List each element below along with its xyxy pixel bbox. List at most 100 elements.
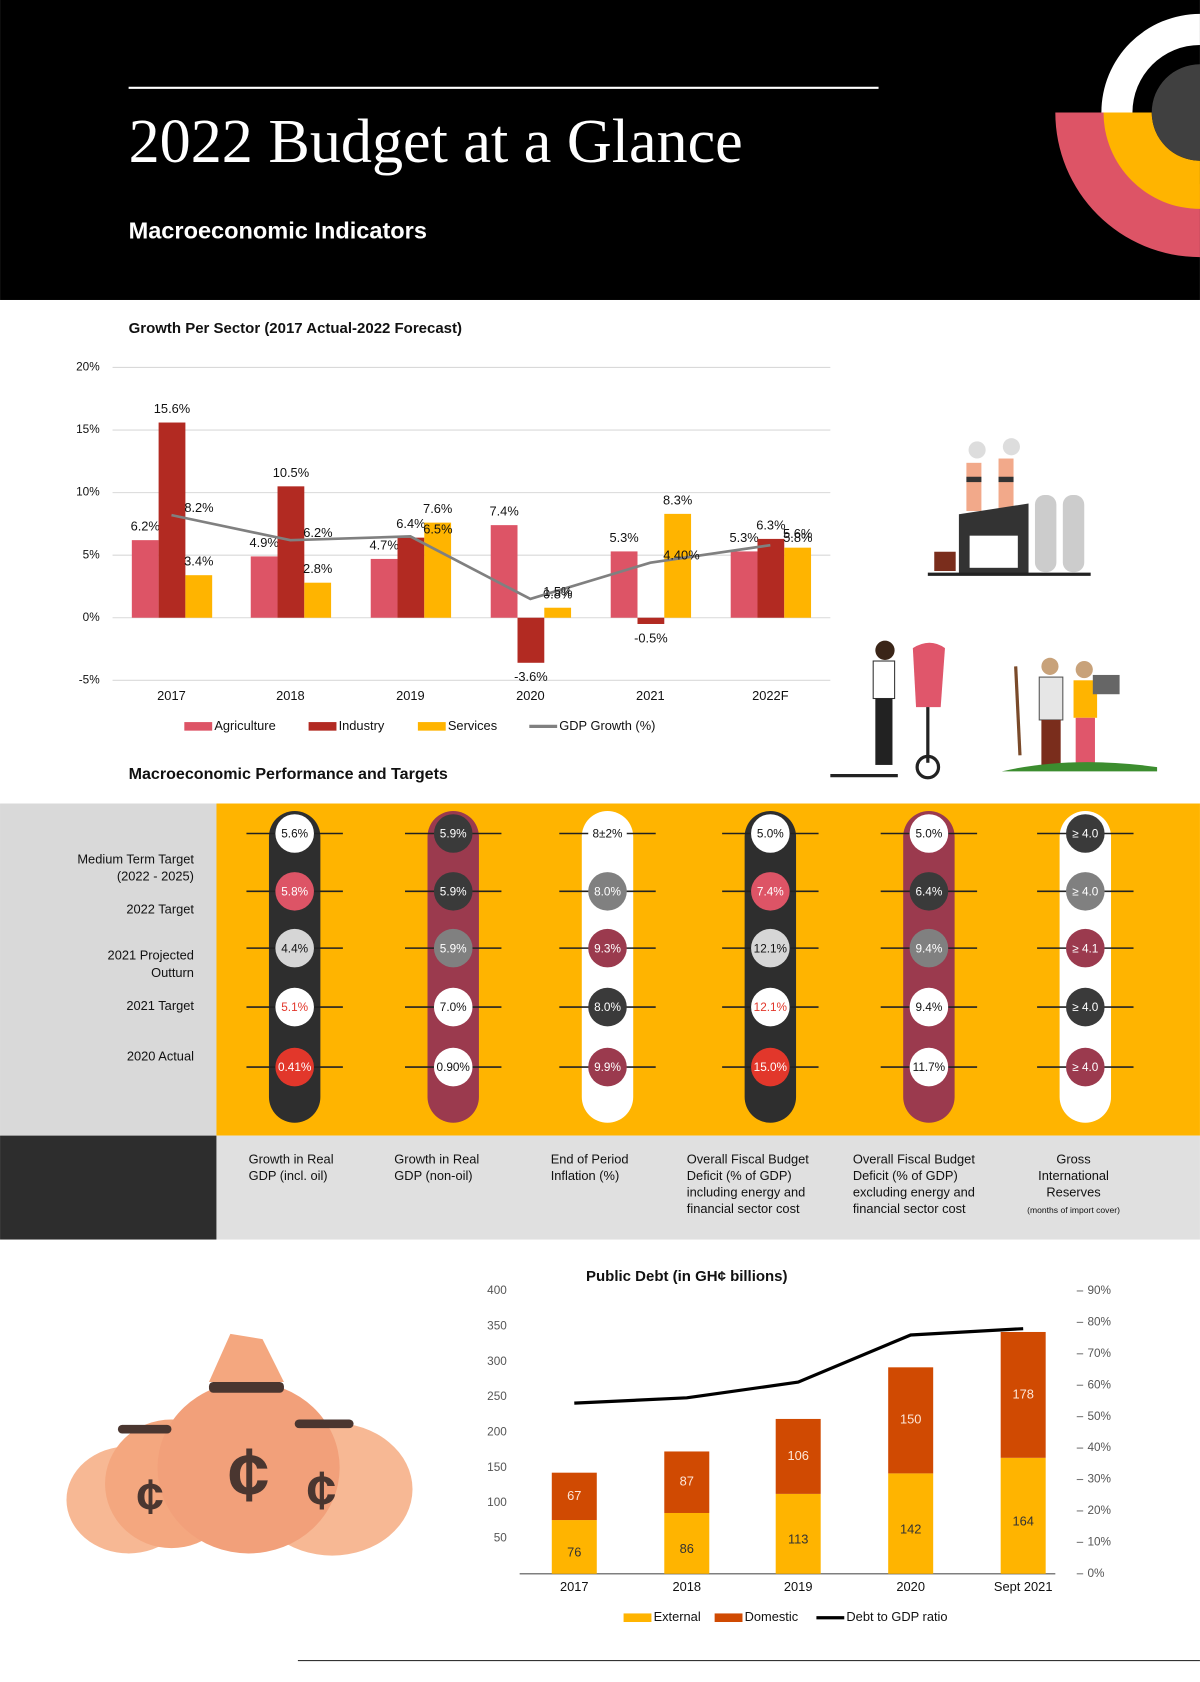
value-circle [588,872,627,911]
head [1041,657,1059,675]
torso [872,660,896,700]
bar-segment [888,1367,934,1474]
bar [637,617,665,624]
bar [131,540,159,618]
y2-tick-label: 20% [1087,1504,1111,1517]
bar-value-label: 2.8% [303,561,332,576]
legend-swatch [184,722,213,731]
value-label: 5.8% [281,886,308,899]
y-tick-label: 350 [487,1319,507,1332]
row-label: 2020 Actual [127,1049,194,1064]
torso [1073,680,1098,718]
value-label: ≥ 4.0 [1072,1001,1099,1014]
value-circle [909,872,949,911]
y-tick-label: 15% [76,423,100,436]
bag-tie [208,1382,284,1393]
bar [784,547,812,618]
value-label: 9.4% [915,942,942,955]
bar-value-label: 5.6% [783,526,812,541]
row-label: 2022 Target [126,902,194,917]
value-circle [751,872,790,911]
value-label: ≥ 4.0 [1072,886,1099,899]
y-tick-label: 20% [76,361,100,374]
bar [730,551,758,618]
x-tick-label: 2018 [276,688,305,703]
value-circle [1066,814,1105,853]
bar-segment [888,1473,934,1574]
line-value-label: 5.8% [783,530,812,545]
y-tick-label: 10% [76,486,100,499]
value-label: 5.9% [440,942,467,955]
legend-label: Agriculture [214,718,275,733]
value-label: 9.3% [594,942,621,955]
bar-value-label: 5.3% [609,530,638,545]
stand-base [915,754,941,780]
chimney [966,462,982,512]
legend-label: Industry [339,718,385,733]
deco-circle [1151,64,1200,161]
value-circle [275,928,314,968]
grass [1001,762,1158,772]
value-label: 12.1% [754,942,788,955]
column-caption-line: GDP (incl. oil) [249,1168,328,1183]
value-circle [909,1047,949,1087]
x-tick-label: 2022F [752,688,789,703]
value-label: 11.7% [913,1061,946,1074]
value-circle [275,1047,314,1087]
shovel [1014,666,1022,756]
dress-form [912,642,945,708]
value-circle [909,928,949,968]
y2-tick-label: 60% [1087,1378,1111,1391]
value-circle [433,987,473,1027]
bar-value-label: 178 [1012,1386,1033,1401]
value-circle [1066,987,1105,1027]
smoke [1002,438,1020,456]
chimney [998,458,1014,513]
value-circle [1066,872,1105,911]
bag-neck [208,1333,284,1383]
legend-label: External [654,1609,701,1624]
value-circle [275,814,314,853]
y-tick-label: 250 [487,1390,507,1403]
bar [397,537,425,618]
row-label: Medium Term Target (2022 - 2025) [77,852,194,884]
column-caption: Growth in Real GDP (non-oil) [394,1152,479,1184]
deco-arc [1101,13,1200,113]
column-caption: Overall Fiscal Budget Deficit (% of GDP) i… [687,1152,809,1217]
torso [1038,676,1064,721]
value-label: 5.1% [281,1001,308,1014]
caption-corner [0,1135,217,1240]
cedi-symbol: ¢ [307,1462,337,1521]
value-circle [275,987,314,1027]
value-circle [588,987,627,1027]
row-label-line: Medium Term Target [77,852,194,867]
column-caption-line: Deficit (% of GDP) [853,1168,958,1183]
column-caption-line: financial sector cost [853,1201,966,1216]
bar-value-label: 142 [900,1521,921,1536]
bar-segment [775,1493,821,1574]
bar-value-label: 4.9% [249,535,278,550]
legend-swatch [714,1613,743,1623]
value-label: ≥ 4.0 [1072,1061,1099,1074]
row-label-line: 2021 Target [126,998,194,1013]
y-tick-label: 300 [487,1355,507,1368]
value-label: 5.6% [281,828,308,841]
chimney-stripe [998,476,1014,483]
bag-tie [294,1419,354,1429]
column-note: (months of import cover) [1027,1205,1120,1215]
value-label: 9.4% [915,1001,942,1014]
y-tick-label: 400 [487,1284,507,1297]
value-circle [751,1047,790,1087]
legend-swatch [623,1613,652,1623]
bar-value-label: 6.2% [131,519,160,534]
value-label: 8.0% [594,1001,621,1014]
value-label: ≥ 4.1 [1072,942,1098,955]
x-tick-label: 2020 [896,1579,925,1594]
x-tick-label: 2017 [560,1579,589,1594]
y2-tick-label: 70% [1087,1347,1111,1360]
legend-swatch [417,722,446,731]
bar [304,582,332,618]
column-caption-line: Gross [1056,1152,1090,1167]
designer-illustration [830,640,945,780]
bar-value-label: 86 [680,1541,694,1556]
